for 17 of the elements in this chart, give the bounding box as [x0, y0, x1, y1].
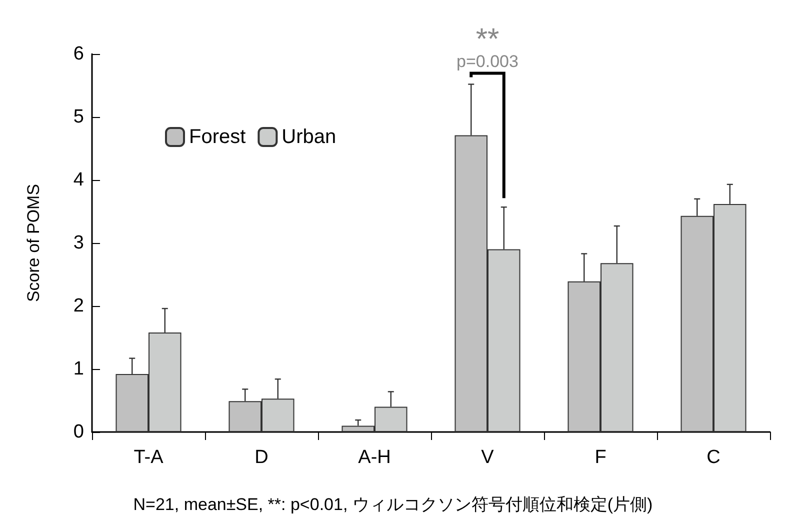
- x-tick-label: C: [706, 447, 720, 468]
- x-tick-label: D: [254, 447, 268, 468]
- legend-label: Urban: [282, 126, 336, 148]
- x-tick-label: V: [481, 447, 494, 468]
- y-tick-label: 3: [73, 232, 84, 254]
- x-tick-label: F: [594, 447, 606, 468]
- legend-label: Forest: [189, 126, 246, 148]
- y-axis-title: Score of POMS: [24, 184, 43, 302]
- x-tick-label: T-A: [134, 447, 164, 468]
- y-tick-label: 5: [73, 106, 84, 128]
- y-tick-label: 4: [73, 170, 84, 190]
- x-tick-label: A-H: [358, 447, 391, 468]
- text: N=21, mean±SE, **: p<0.01, ウィルコクソン符号付順位和検定(片側): [133, 495, 653, 514]
- y-tick-label: 6: [73, 44, 84, 64]
- y-tick-label: 2: [73, 296, 84, 316]
- y-tick-label: 0: [73, 422, 84, 442]
- y-tick-label: 1: [73, 358, 84, 380]
